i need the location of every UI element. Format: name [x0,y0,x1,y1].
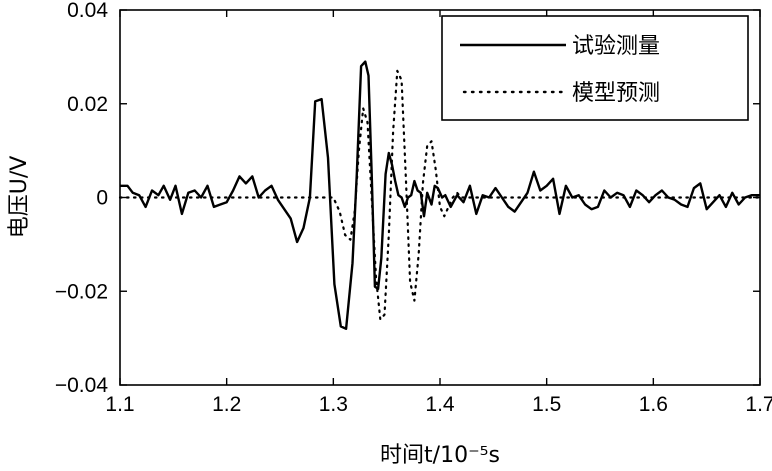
series-lines [118,60,762,330]
x-tick-label: 1.1 [105,393,134,416]
x-tick-label: 1.4 [425,393,455,416]
x-tick-label: 1.3 [319,393,348,416]
legend-box [441,15,749,121]
x-axis-label: 时间t/10⁻⁵s [380,443,500,468]
series-line-predicted [118,69,762,321]
y-tick-label: 0.02 [67,93,108,116]
series-line-measured [120,60,760,330]
legend-label-predicted: 模型预测 [572,81,660,106]
y-tick-label: −0.02 [55,280,108,303]
y-axis-ticks: 0.04 0.02 0 −0.02 −0.04 [55,0,760,397]
legend-label-measured: 试验测量 [572,34,660,59]
x-tick-label: 1.2 [212,393,241,416]
x-tick-label: 1.5 [532,393,561,416]
x-tick-label: 1.7 [745,393,772,416]
x-axis-ticks: 1.1 1.2 1.3 1.4 1.5 1.6 1.7 [105,10,772,416]
y-axis-label: 电压U/V [7,156,32,239]
y-tick-label: 0.04 [67,0,108,22]
y-tick-label: 0 [96,187,108,210]
y-tick-label: −0.04 [55,374,108,397]
x-tick-label: 1.6 [639,393,668,416]
legend: 试验测量 模型预测 [441,15,749,121]
